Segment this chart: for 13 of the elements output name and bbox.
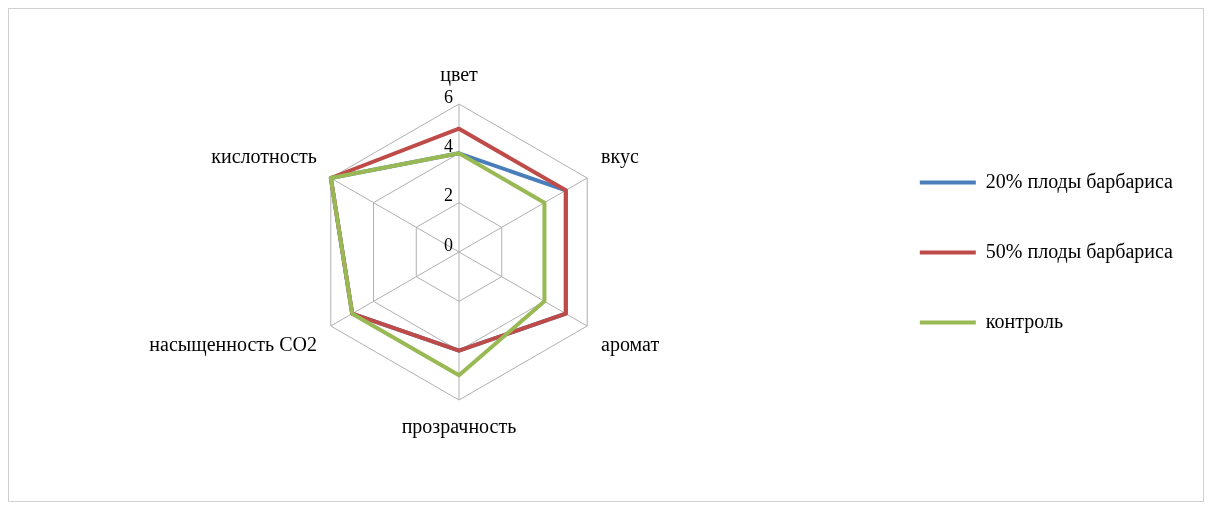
spoke-label: цвет xyxy=(440,63,479,87)
y-tick-label: 0 xyxy=(444,234,453,255)
legend-label: контроль xyxy=(985,309,1064,333)
spoke-label: аромат xyxy=(601,333,660,357)
y-tick-label: 2 xyxy=(444,185,453,206)
spoke-label: насыщенность CO2 xyxy=(149,333,317,357)
y-tick-label: 6 xyxy=(444,86,453,107)
spoke-label: прозрачность xyxy=(401,415,517,439)
legend-label: 20% плоды барбариса xyxy=(985,169,1174,193)
spoke-label: кислотность xyxy=(211,145,317,168)
spoke-label: вкус xyxy=(601,145,639,169)
y-tick-label: 4 xyxy=(444,136,453,157)
legend-label: 50% плоды барбариса xyxy=(985,239,1174,263)
